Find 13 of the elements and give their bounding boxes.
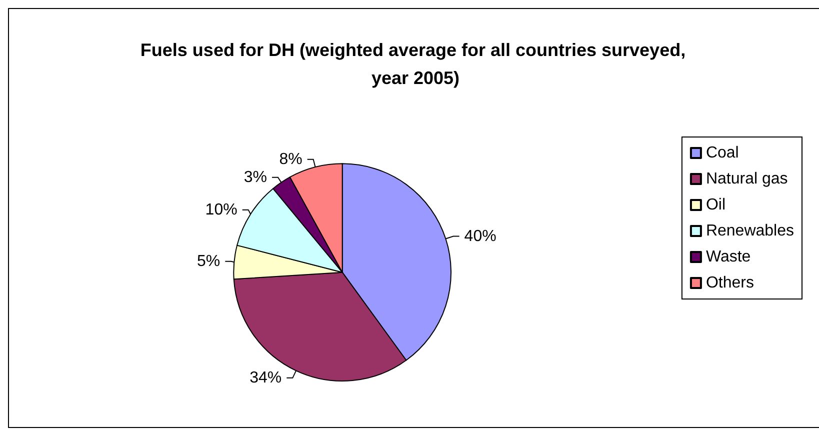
data-label: 10% (205, 201, 238, 218)
legend-label: Natural gas (706, 170, 788, 188)
legend-label: Renewables (706, 222, 794, 240)
data-label: 34% (250, 369, 282, 386)
data-label: 40% (464, 228, 496, 245)
data-label: 3% (244, 168, 267, 186)
legend-label: Others (706, 274, 754, 292)
data-label: 8% (279, 150, 302, 168)
legend-label: Waste (706, 248, 751, 266)
legend-label: Oil (706, 196, 726, 214)
legend-label: Coal (706, 144, 739, 162)
data-label: 5% (197, 252, 220, 270)
chart-title: Fuels used for DH (weighted average for all countries surveyed, year 2005) (140, 40, 691, 88)
